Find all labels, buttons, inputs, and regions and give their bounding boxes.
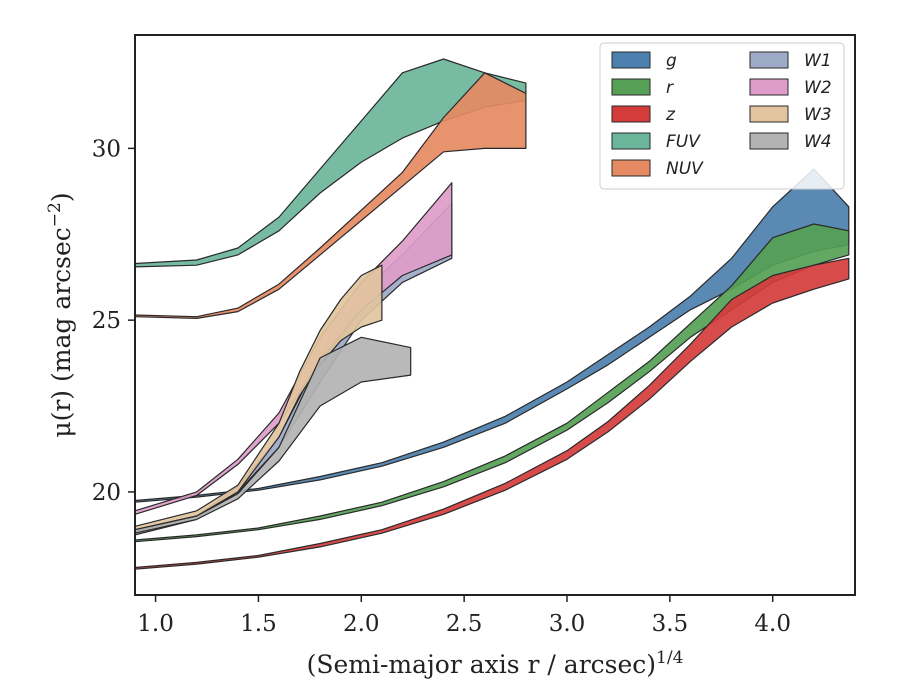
plot-frame xyxy=(134,34,856,596)
y-axis-label-exponent: −2 xyxy=(45,202,65,227)
x-tick-label: 3.0 xyxy=(549,611,586,637)
x-tick-label: 2.0 xyxy=(343,611,380,637)
x-tick-label: 4.0 xyxy=(754,611,791,637)
y-axis-label-close: ) xyxy=(47,192,76,202)
band-w2 xyxy=(134,182,453,515)
legend: grz FUV NUV W1 W2 W3 W4 xyxy=(599,42,845,190)
x-tick-label: 1.5 xyxy=(240,611,277,637)
legend-swatch-g xyxy=(611,51,651,69)
legend-label-w2: W2 xyxy=(804,78,832,98)
band-nuv xyxy=(134,72,527,319)
legend-label-w4: W4 xyxy=(804,132,832,152)
band-w4 xyxy=(134,336,412,534)
legend-label-z: z xyxy=(665,105,676,125)
legend-label-fuv: FUV xyxy=(666,132,701,152)
y-axis-label: μ(r) (mag arcsec−2) xyxy=(45,192,76,437)
legend-label-nuv: NUV xyxy=(666,159,704,179)
x-axis-label-exponent: 1/4 xyxy=(656,648,683,668)
legend-swatch-w3 xyxy=(749,105,789,123)
band-w3 xyxy=(134,264,383,531)
band-r xyxy=(134,223,850,543)
legend-swatch-z xyxy=(611,105,651,123)
legend-swatch-r xyxy=(611,78,651,96)
y-axis: 20 25 30 xyxy=(92,136,135,506)
x-axis-label: (Semi-major axis r / arcsec)1/4 xyxy=(307,648,684,679)
legend-swatch-fuv xyxy=(611,132,651,150)
legend-label-w3: W3 xyxy=(804,105,832,125)
legend-swatch-w1 xyxy=(749,51,789,69)
band-z xyxy=(134,257,850,570)
band-fuv xyxy=(134,58,527,268)
x-axis: 1.0 1.5 2.0 2.5 3.0 3.5 4.0 xyxy=(137,595,791,637)
legend-entries: grz FUV NUV W1 W2 W3 W4 xyxy=(611,51,832,179)
y-axis-label-text: μ(r) (mag arcsec xyxy=(47,227,76,437)
x-tick-label: 1.0 xyxy=(137,611,174,637)
x-tick-label: 3.5 xyxy=(652,611,689,637)
y-tick-label: 20 xyxy=(92,480,121,506)
legend-swatch-nuv xyxy=(611,159,651,177)
y-tick-label: 25 xyxy=(92,308,121,334)
legend-swatch-w4 xyxy=(749,132,789,150)
x-tick-label: 2.5 xyxy=(446,611,483,637)
band-g xyxy=(134,168,850,503)
legend-label-g: g xyxy=(666,51,677,71)
legend-label-w1: W1 xyxy=(804,51,832,71)
y-tick-label: 30 xyxy=(92,136,121,162)
legend-swatch-w2 xyxy=(749,78,789,96)
x-axis-label-text: (Semi-major axis r / arcsec) xyxy=(307,650,656,679)
band-layer xyxy=(134,58,850,570)
legend-label-r: r xyxy=(666,78,674,98)
